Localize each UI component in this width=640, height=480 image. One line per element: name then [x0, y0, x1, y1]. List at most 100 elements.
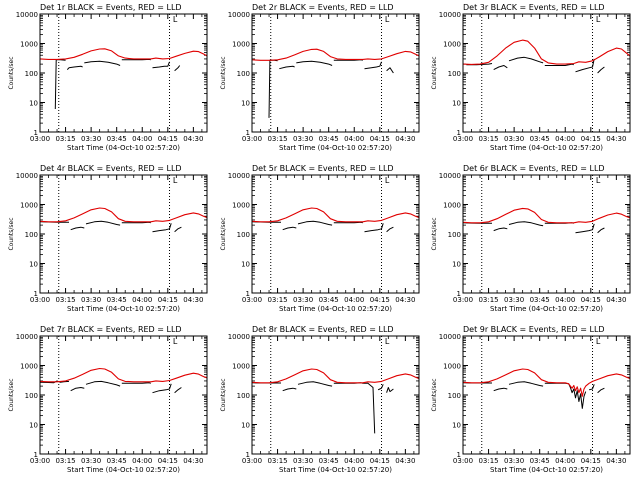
plot-title: Det 4r BLACK = Events, RED = LLD: [40, 164, 182, 173]
events-series-line: [333, 221, 363, 224]
y-tick-label: 1000: [443, 41, 461, 49]
events-series-line: [54, 59, 66, 110]
x-tick-label: 04:00: [132, 135, 152, 143]
x-tick-label: 04:15: [158, 135, 178, 143]
events-series-line: [70, 387, 85, 392]
plot-frame: [462, 335, 631, 455]
events-series-line: [70, 226, 85, 231]
events-series-line: [493, 65, 508, 71]
lld-series-line: [463, 368, 630, 397]
y-tick-label: 100: [448, 231, 461, 239]
plot-title: Det 9r BLACK = Events, RED = LLD: [463, 325, 605, 334]
x-tick-label: 03:45: [107, 135, 127, 143]
events-series-line: [364, 223, 384, 233]
events-series-line: [508, 221, 544, 227]
plot-title: Det 2r BLACK = Events, RED = LLD: [252, 3, 394, 12]
y-tick-label: 1000: [232, 363, 250, 371]
events-series-line: [174, 226, 182, 233]
y-tick-label: 100: [25, 231, 38, 239]
x-tick-label: 04:15: [370, 457, 390, 465]
detector-plot-3: Det 3r BLACK = Events, RED = LLD 1 10 100 10…: [431, 3, 631, 152]
events-series-line: [40, 380, 70, 384]
events-series-line: [493, 227, 508, 232]
x-tick-label: 03:30: [293, 135, 313, 143]
plot-title: Det 7r BLACK = Events, RED = LLD: [40, 325, 182, 334]
y-tick-label: 10: [29, 261, 38, 269]
events-series-line: [597, 66, 605, 74]
y-axis-label: Counts/sec: [8, 56, 15, 89]
x-tick-label: 03:30: [81, 457, 101, 465]
x-tick-label: 04:30: [606, 135, 626, 143]
events-series-line: [282, 226, 297, 231]
y-tick-label: 10000: [439, 11, 461, 19]
x-tick-label: 03:30: [293, 296, 313, 304]
x-tick-label: 03:00: [242, 296, 262, 304]
x-tick-label: 03:15: [478, 135, 498, 143]
events-series-line: [174, 387, 182, 394]
y-tick-label: 10: [29, 100, 38, 108]
y-axis-label: Counts/sec: [431, 56, 438, 89]
x-tick-label: 04:30: [395, 457, 415, 465]
y-axis-label: Counts/sec: [431, 217, 438, 250]
plot-frame: [462, 174, 631, 294]
x-tick-label: 04:15: [158, 296, 178, 304]
events-series-line: [66, 65, 83, 70]
y-tick-label: 10000: [439, 172, 461, 180]
y-tick-label: 10: [241, 261, 250, 269]
x-tick-label: 04:00: [132, 296, 152, 304]
y-tick-label: 1000: [232, 202, 250, 210]
x-tick-label: 03:30: [293, 457, 313, 465]
x-tick-label: 04:00: [132, 457, 152, 465]
x-tick-label: 03:00: [30, 135, 50, 143]
y-tick-label: 1: [246, 129, 250, 137]
plot-title: Det 1r BLACK = Events, RED = LLD: [40, 3, 182, 12]
y-tick-label: 100: [237, 392, 250, 400]
y-tick-label: 1000: [20, 202, 38, 210]
x-tick-label: 04:30: [606, 457, 626, 465]
y-tick-label: 100: [25, 392, 38, 400]
y-tick-label: 10: [241, 422, 250, 430]
x-tick-label: 04:15: [581, 135, 601, 143]
series-group: [40, 48, 207, 110]
corner-mark: L: [596, 337, 601, 346]
x-tick-label: 04:30: [395, 296, 415, 304]
events-series-line: [386, 226, 394, 233]
y-tick-label: 10000: [16, 172, 38, 180]
x-tick-label: 03:15: [267, 135, 287, 143]
y-tick-label: 10000: [228, 11, 250, 19]
y-tick-label: 1: [457, 451, 461, 459]
x-tick-label: 03:00: [453, 457, 473, 465]
x-tick-label: 03:45: [319, 457, 339, 465]
x-axis-label: Start Time (04-Oct-10 02:57:20): [490, 305, 603, 313]
x-tick-label: 03:15: [267, 457, 287, 465]
y-axis-label: Counts/sec: [8, 378, 15, 411]
x-tick-label: 03:00: [30, 457, 50, 465]
y-tick-label: 100: [237, 231, 250, 239]
plot-title: Det 6r BLACK = Events, RED = LLD: [463, 164, 605, 173]
x-tick-label: 04:00: [344, 457, 364, 465]
events-series-line: [364, 61, 382, 70]
x-tick-label: 04:15: [370, 296, 390, 304]
detector-plot-1: Det 1r BLACK = Events, RED = LLD 1 10 100 10…: [8, 3, 208, 152]
x-tick-label: 04:00: [344, 135, 364, 143]
series-group: [463, 39, 630, 74]
y-tick-label: 1: [34, 290, 38, 298]
events-series-line: [544, 382, 587, 409]
events-series-line: [508, 56, 544, 64]
plot-frame: [39, 335, 208, 455]
lld-series-line: [463, 39, 630, 65]
x-tick-label: 03:45: [319, 135, 339, 143]
x-tick-label: 04:30: [183, 296, 203, 304]
lld-series-line: [252, 207, 419, 223]
detector-plot-7: Det 7r BLACK = Events, RED = LLD 1 10 100 10…: [8, 325, 208, 474]
y-tick-label: 1: [246, 451, 250, 459]
x-tick-label: 03:15: [267, 296, 287, 304]
x-axis-label: Start Time (04-Oct-10 02:57:20): [490, 144, 603, 152]
plot-frame: [251, 13, 420, 133]
x-tick-label: 03:45: [530, 296, 550, 304]
y-tick-label: 1000: [443, 363, 461, 371]
y-axis-label: Counts/sec: [220, 378, 227, 411]
y-tick-label: 10000: [228, 172, 250, 180]
series-group: [252, 368, 419, 434]
lld-series-line: [40, 207, 207, 223]
